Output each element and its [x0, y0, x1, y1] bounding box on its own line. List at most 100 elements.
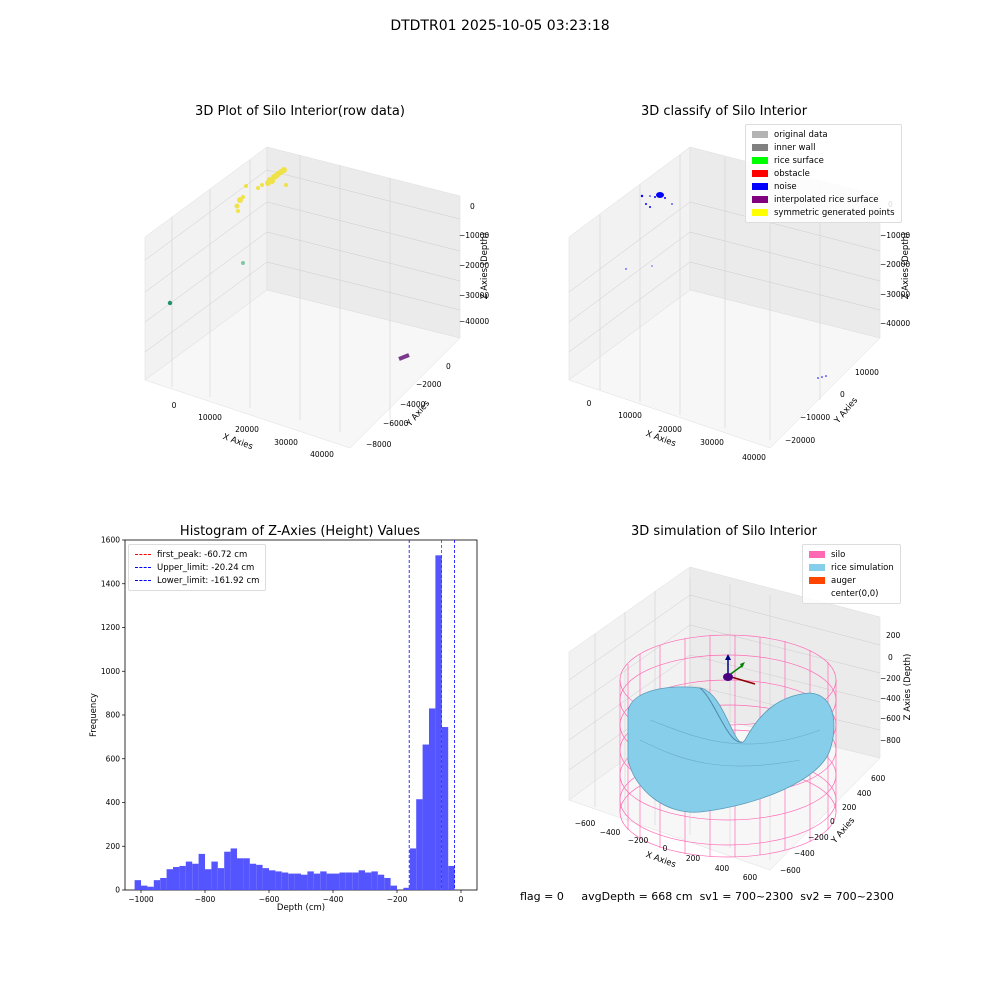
histogram-bar	[281, 872, 289, 890]
histogram-bar	[198, 853, 205, 890]
legend-item: interpolated rice surface	[752, 193, 895, 206]
classify-ytick: −10000	[800, 413, 830, 422]
histogram-bar	[173, 867, 180, 890]
histogram-bar	[269, 870, 276, 890]
classify-xtick: 10000	[618, 411, 642, 420]
simulation-xtick: −400	[600, 828, 621, 837]
legend-item: symmetric generated points	[752, 206, 895, 219]
simulation-xtick: 400	[715, 864, 730, 873]
legend-swatch	[809, 551, 825, 558]
y-tick-label: 400	[106, 798, 121, 807]
simulation-ztick: −200	[880, 674, 901, 683]
y-tick-label: 200	[106, 842, 121, 851]
classify-xtick: 40000	[742, 453, 766, 462]
histogram-bar	[192, 863, 199, 890]
histogram-bar	[384, 877, 391, 890]
raw-xtick: 0	[172, 401, 177, 410]
histogram-bar	[237, 858, 244, 890]
histogram-bar	[333, 873, 340, 890]
center-marker-icon	[723, 654, 756, 685]
histogram-legend: first_peak: -60.72 cm Upper_limit: -20.2…	[128, 544, 267, 591]
histogram-bar	[243, 858, 250, 890]
histogram-bar	[352, 872, 359, 890]
histogram-bar	[301, 874, 308, 890]
simulation-zlabel: Z Axies (Depth)	[903, 654, 913, 721]
raw-ztick: −40000	[459, 317, 489, 326]
legend-swatch	[752, 131, 768, 138]
legend-swatch	[752, 170, 768, 177]
simulation-xlabel: X Axies	[644, 850, 677, 870]
classify-points	[625, 192, 827, 379]
x-tick-label: 0	[459, 895, 464, 904]
x-tick-label: −400	[323, 895, 344, 904]
raw-points	[167, 167, 410, 361]
legend-swatch	[809, 564, 825, 571]
raw-ytick: −8000	[366, 440, 392, 449]
classify-plot-title: 3D classify of Silo Interior	[640, 104, 808, 119]
histogram-bar	[416, 799, 423, 890]
histogram-bar	[448, 865, 455, 890]
histogram-bar	[153, 880, 161, 890]
histogram-bar	[409, 848, 417, 890]
histogram-bar	[307, 871, 314, 890]
simulation-plot-title: 3D simulation of Silo Interior	[631, 524, 817, 539]
classify-xtick: 30000	[700, 438, 724, 447]
y-tick-label: 1400	[101, 579, 120, 588]
avg-depth-text: avgDepth = 668 cm	[581, 890, 693, 903]
simulation-ytick: 0	[830, 817, 835, 826]
legend-swatch	[809, 577, 825, 584]
histogram-bar	[313, 873, 321, 890]
simulation-xtick: 600	[743, 873, 758, 882]
classify-ytick: −20000	[785, 436, 815, 445]
legend-item: auger	[809, 574, 894, 587]
legend-label: obstacle	[774, 168, 810, 179]
histogram-bar	[205, 869, 212, 890]
rice-simulation-surface	[627, 686, 835, 813]
simulation-ytick: −200	[808, 833, 829, 842]
x-tick-label: −800	[195, 895, 216, 904]
legend-label: auger	[831, 575, 856, 586]
histogram-bar	[422, 744, 429, 890]
raw-xtick: 40000	[310, 450, 334, 459]
histogram-bar	[147, 886, 154, 890]
classify-xtick: 20000	[658, 425, 682, 434]
histogram-title: Histogram of Z-Axies (Height) Values	[179, 524, 421, 539]
simulation-ytick: 600	[871, 774, 886, 783]
histogram-xlabel: Depth (cm)	[277, 903, 325, 913]
raw-xtick: 30000	[274, 438, 298, 447]
flag-text: flag = 0	[520, 890, 564, 903]
raw-xlabel: X Axies	[221, 432, 254, 452]
simulation-ytick: 200	[842, 803, 857, 812]
histogram-bar	[160, 877, 167, 890]
simulation-ztick: −400	[880, 694, 901, 703]
legend-swatch	[809, 590, 825, 597]
legend-swatch	[135, 567, 151, 568]
histogram-bar	[365, 872, 372, 890]
histogram-bar	[275, 871, 282, 890]
histogram-bar	[371, 871, 378, 890]
legend-label: original data	[774, 129, 828, 140]
raw-ytick: −4000	[400, 400, 426, 409]
raw-ztick: −10000	[459, 231, 489, 240]
legend-swatch	[752, 196, 768, 203]
histogram-bar	[166, 869, 173, 890]
legend-item: Lower_limit: -161.92 cm	[135, 574, 259, 587]
legend-swatch	[135, 554, 151, 555]
raw-zlabel: Z Axies (Depth)	[480, 233, 490, 300]
simulation-xtick: 200	[686, 854, 701, 863]
sv1-text: sv1 = 700~2300	[699, 890, 794, 903]
histogram-bar	[441, 727, 449, 890]
raw-plot-title: 3D Plot of Silo Interior(row data)	[195, 104, 405, 119]
histogram-bar	[377, 874, 385, 890]
y-tick-label: 1000	[101, 667, 120, 676]
histogram-bars	[134, 555, 455, 890]
histogram-bar	[141, 885, 148, 890]
histogram-yticks: 0 200 400 600 800 1000 1200 1400 1600	[101, 536, 125, 895]
simulation-ztick: −600	[880, 714, 901, 723]
histogram-xticks: −1000 −800 −600 −400 −200 0	[128, 890, 464, 904]
simulation-xtick: −600	[575, 819, 596, 828]
classify-ztick: −30000	[880, 290, 910, 299]
histogram-bar	[390, 885, 397, 890]
legend-swatch	[752, 209, 768, 216]
legend-label: center(0,0)	[831, 588, 879, 599]
